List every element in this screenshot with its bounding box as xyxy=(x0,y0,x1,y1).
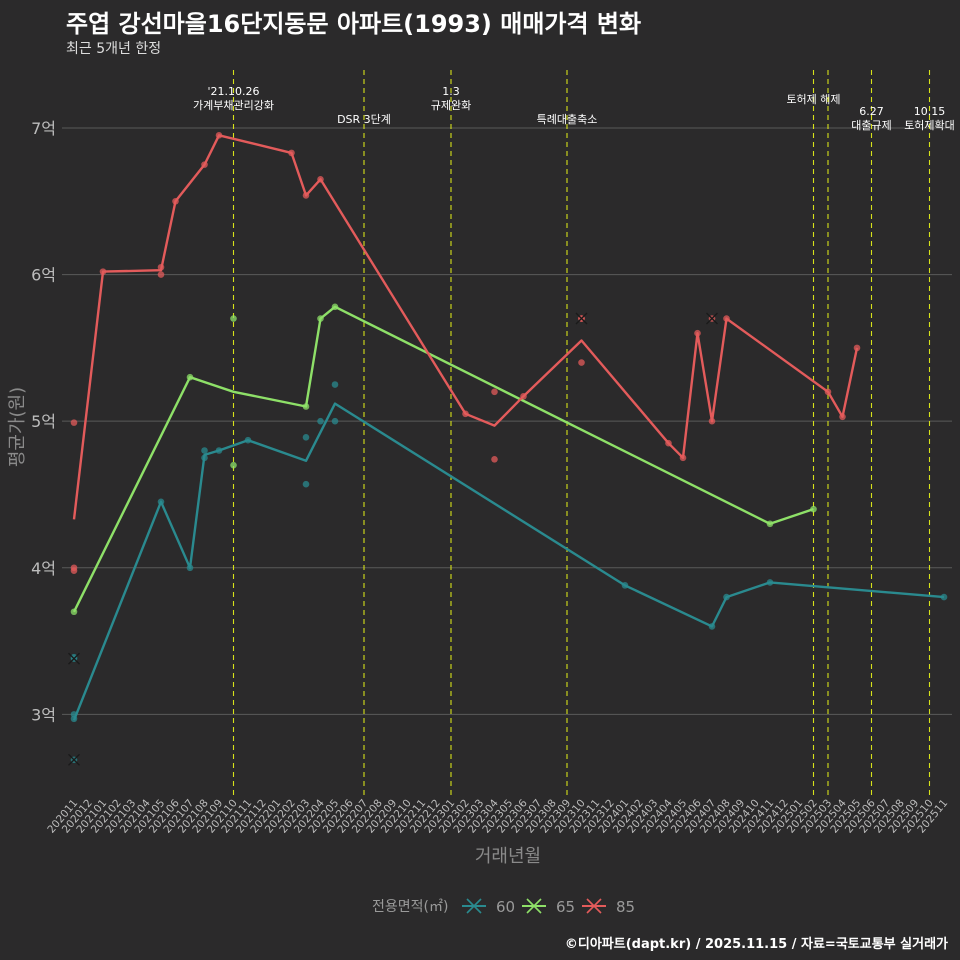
legend-key-cross xyxy=(526,898,542,914)
data-point-85 xyxy=(70,419,78,426)
data-point-85 xyxy=(302,192,310,199)
event-label: 규제완화 xyxy=(431,99,471,112)
data-point-85 xyxy=(157,271,165,278)
cancelled-mark xyxy=(575,312,588,325)
data-point-60 xyxy=(201,454,208,462)
event-label: 특례대출축소 xyxy=(537,113,598,126)
data-point-60 xyxy=(317,417,324,425)
data-point-85 xyxy=(201,161,208,168)
y-tick-label: 4억 xyxy=(31,559,56,578)
legend: 전용면적(㎡) 60 65 85 xyxy=(372,898,635,916)
data-point-65 xyxy=(230,315,237,322)
data-point-60 xyxy=(331,381,339,388)
data-points xyxy=(68,132,948,766)
data-point-85 xyxy=(520,392,527,400)
data-point-60 xyxy=(331,417,339,425)
grid-layer xyxy=(62,127,952,715)
data-point-85 xyxy=(708,417,716,425)
event-label: 10.15 xyxy=(914,105,946,118)
data-point-85 xyxy=(491,388,498,396)
x-axis-title: 거래년월 xyxy=(475,846,541,867)
chart-subtitle: 최근 5개년 한정 xyxy=(66,41,162,57)
data-point-60 xyxy=(157,498,165,506)
legend-label: 85 xyxy=(616,898,635,916)
data-point-60 xyxy=(186,564,194,572)
event-label: 토허제 해제 xyxy=(786,92,840,106)
cancelled-mark xyxy=(68,652,80,665)
data-point-85 xyxy=(157,263,165,271)
data-point-65 xyxy=(186,373,194,381)
legend-label: 65 xyxy=(556,898,575,916)
data-point-65 xyxy=(317,315,324,322)
data-point-60 xyxy=(70,715,78,723)
data-point-60 xyxy=(940,593,948,601)
data-point-85 xyxy=(288,149,295,157)
event-label: 대출규제 xyxy=(851,119,891,132)
series-line-85 xyxy=(72,134,859,520)
data-point-65 xyxy=(302,403,310,410)
data-point-85 xyxy=(172,197,179,205)
data-point-60 xyxy=(215,447,223,454)
data-point-65 xyxy=(70,608,78,616)
data-point-85 xyxy=(578,359,585,366)
series-line-65 xyxy=(72,305,814,613)
data-point-60 xyxy=(621,582,629,589)
event-label: 6.27 xyxy=(859,105,884,118)
y-tick-label: 6억 xyxy=(31,266,56,285)
event-label: 토허제확대 xyxy=(904,119,955,132)
event-label: 가계부채관리강화 xyxy=(193,99,274,112)
legend-key-cross xyxy=(466,898,482,914)
data-point-85 xyxy=(679,454,687,462)
data-point-85 xyxy=(317,175,324,183)
data-point-85 xyxy=(99,268,107,275)
chart-title: 주엽 강선마을16단지동문 아파트(1993) 매매가격 변화 xyxy=(66,10,642,38)
legend-title: 전용면적(㎡) xyxy=(372,899,448,915)
data-point-85 xyxy=(462,410,469,418)
data-point-85 xyxy=(853,344,861,352)
data-point-60 xyxy=(766,579,774,586)
y-tick-label: 3억 xyxy=(31,705,56,724)
data-point-85 xyxy=(70,567,78,575)
data-point-65 xyxy=(230,461,237,469)
data-point-60 xyxy=(201,447,208,454)
data-point-60 xyxy=(723,593,730,601)
data-point-60 xyxy=(244,436,252,444)
y-tick-label: 5억 xyxy=(31,412,56,431)
cancelled-mark xyxy=(706,312,718,325)
data-point-65 xyxy=(766,520,774,528)
data-point-60 xyxy=(708,623,716,630)
data-point-85 xyxy=(723,315,730,322)
data-point-85 xyxy=(491,455,498,463)
data-point-85 xyxy=(839,413,846,421)
legend-label: 60 xyxy=(496,898,515,916)
y-tick-label: 7억 xyxy=(31,119,56,138)
event-label: 1.3 xyxy=(442,85,460,98)
data-point-85 xyxy=(665,439,672,447)
data-point-60 xyxy=(302,433,310,441)
chart-caption: ©디아파트(dapt.kr) / 2025.11.15 / 자료=국토교통부 실… xyxy=(564,937,948,952)
legend-key-cross xyxy=(586,898,602,914)
event-label: '21.10.26 xyxy=(207,85,259,98)
data-point-85 xyxy=(215,132,223,139)
data-point-85 xyxy=(824,388,832,396)
y-axis-title: 평균가(원) xyxy=(7,387,28,467)
event-label: DSR 3단계 xyxy=(337,113,391,126)
data-point-85 xyxy=(694,329,701,337)
data-point-60 xyxy=(302,480,310,488)
data-point-65 xyxy=(331,303,339,311)
cancelled-mark xyxy=(68,753,80,766)
data-point-65 xyxy=(810,505,817,513)
axes: 3억4억5억6억7억202011202012202101202102202103… xyxy=(31,119,950,836)
